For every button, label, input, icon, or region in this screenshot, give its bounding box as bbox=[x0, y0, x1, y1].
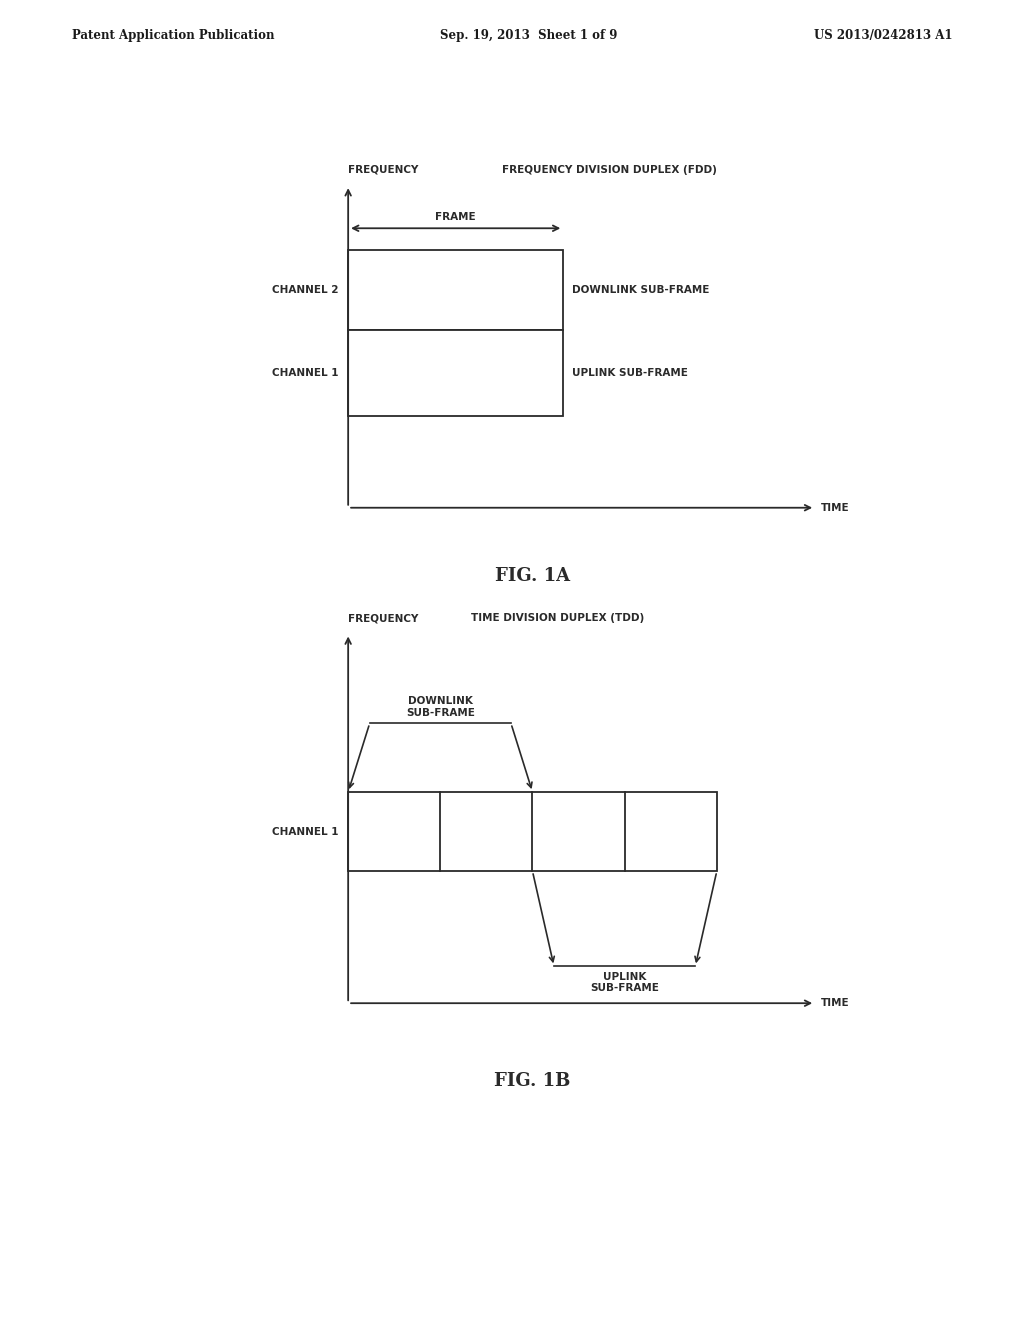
Text: CHANNEL 1: CHANNEL 1 bbox=[272, 826, 339, 837]
Text: CHANNEL 1: CHANNEL 1 bbox=[272, 368, 339, 379]
Bar bbox=[348, 792, 717, 871]
Text: UPLINK
SUB-FRAME: UPLINK SUB-FRAME bbox=[590, 972, 659, 993]
Text: Patent Application Publication: Patent Application Publication bbox=[72, 29, 274, 42]
Text: CHANNEL 2: CHANNEL 2 bbox=[272, 285, 339, 296]
Text: DOWNLINK
SUB-FRAME: DOWNLINK SUB-FRAME bbox=[406, 697, 475, 718]
Text: US 2013/0242813 A1: US 2013/0242813 A1 bbox=[814, 29, 952, 42]
Text: UPLINK SUB-FRAME: UPLINK SUB-FRAME bbox=[572, 368, 688, 379]
Bar bbox=[348, 330, 563, 416]
Bar bbox=[348, 249, 563, 330]
Text: FIG. 1A: FIG. 1A bbox=[495, 566, 570, 585]
Text: TIME: TIME bbox=[821, 998, 850, 1008]
Text: TIME: TIME bbox=[821, 503, 850, 512]
Text: TIME DIVISION DUPLEX (TDD): TIME DIVISION DUPLEX (TDD) bbox=[471, 612, 644, 623]
Text: FRAME: FRAME bbox=[435, 211, 476, 222]
Text: FREQUENCY DIVISION DUPLEX (FDD): FREQUENCY DIVISION DUPLEX (FDD) bbox=[502, 165, 717, 174]
Text: Sep. 19, 2013  Sheet 1 of 9: Sep. 19, 2013 Sheet 1 of 9 bbox=[440, 29, 617, 42]
Text: DOWNLINK SUB-FRAME: DOWNLINK SUB-FRAME bbox=[572, 285, 710, 296]
Text: FIG. 1B: FIG. 1B bbox=[495, 1072, 570, 1090]
Text: FREQUENCY: FREQUENCY bbox=[348, 612, 419, 623]
Text: FREQUENCY: FREQUENCY bbox=[348, 165, 419, 174]
